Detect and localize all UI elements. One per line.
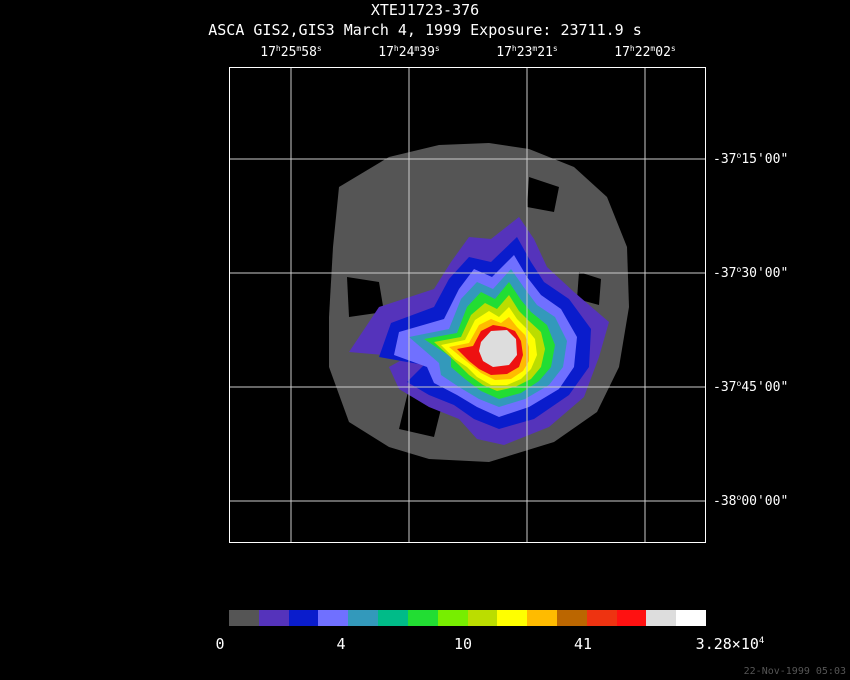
colorbar-swatch-6 [407, 610, 438, 626]
ra-tick-label-2: 17h24m39s [378, 44, 440, 60]
ra-tick-label-1: 17h25m58s [260, 44, 322, 60]
colorbar-label-10: 10 [453, 635, 473, 653]
colorbar-label-0: 0 [215, 635, 225, 653]
xray-emission-image [329, 143, 629, 462]
colorbar-swatch-9 [497, 610, 528, 626]
image-subtitle: ASCA GIS2,GIS3 March 4, 1999 Exposure: 2… [208, 21, 642, 39]
plot-frame [229, 67, 706, 543]
dec-tick-label-1: -37o15'00" [713, 151, 789, 167]
colorbar-swatch-10 [527, 610, 557, 626]
colorbar-swatch-0 [229, 610, 259, 626]
xray-image-plot [229, 67, 706, 543]
colorbar-swatch-1 [258, 610, 289, 626]
image-title: XTEJ1723-376 [370, 1, 480, 19]
coordinate-grid [229, 67, 706, 543]
colorbar [229, 610, 706, 626]
colorbar-swatch-15 [676, 610, 706, 626]
colorbar-swatch-3 [318, 610, 349, 626]
colorbar-label-max: 3.28×104 [695, 635, 765, 653]
ra-tick-label-3: 17h23m21s [496, 44, 558, 60]
colorbar-swatch-12 [586, 610, 617, 626]
emission-core [479, 330, 517, 367]
timestamp: 22-Nov-1999 05:03 [743, 666, 846, 677]
colorbar-swatch-5 [378, 610, 408, 626]
colorbar-label-4: 4 [336, 635, 346, 653]
colorbar-swatch-7 [437, 610, 468, 626]
colorbar-swatch-14 [646, 610, 677, 626]
ra-tick-label-4: 17h22m02s [614, 44, 676, 60]
dec-tick-label-2: -37o30'00" [713, 265, 789, 281]
dec-tick-label-4: -38o00'00" [713, 493, 789, 509]
colorbar-label-41: 41 [573, 635, 593, 653]
colorbar-swatch-11 [556, 610, 587, 626]
colorbar-swatch-2 [288, 610, 319, 626]
dec-tick-label-3: -37o45'00" [713, 379, 789, 395]
colorbar-swatch-13 [616, 610, 647, 626]
colorbar-swatch-8 [467, 610, 498, 626]
colorbar-swatch-4 [348, 610, 379, 626]
